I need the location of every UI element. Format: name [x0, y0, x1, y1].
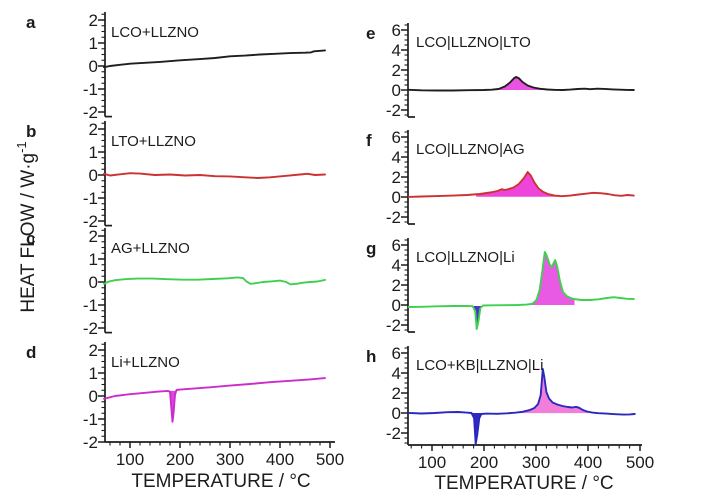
y-tick-label: 0 — [392, 188, 401, 207]
y-tick-label: 1 — [89, 364, 98, 383]
y-axis-title-superscript: -1 — [14, 141, 29, 153]
y-tick-label: 2 — [392, 61, 401, 80]
panel-d: 2 1 0 -1 -2 100 200 300 400 500 d Li+LLZNO — [26, 341, 344, 469]
x-axis-title-left: TEMPERATURE / °C — [131, 471, 310, 492]
y-tick-label: 6 — [392, 236, 401, 255]
x-tick-label: 300 — [522, 453, 550, 472]
panel-c: 2 1 0 -1 -2 c AG+LLZNO — [26, 227, 326, 338]
y-tick-label: -1 — [83, 80, 98, 99]
x-tick-label: 400 — [574, 453, 602, 472]
panel-f-curve — [407, 171, 635, 198]
y-tick-label: 2 — [89, 120, 98, 139]
y-tick-label: -1 — [83, 296, 98, 315]
panel-c-sample-label: AG+LLZNO — [111, 240, 190, 257]
y-tick-label: 0 — [89, 57, 98, 76]
y-tick-label: 6 — [392, 128, 401, 147]
y-tick-label: 2 — [89, 227, 98, 246]
y-tick-label: 6 — [392, 344, 401, 363]
y-tick-label: -2 — [386, 101, 401, 120]
panel-b-curve — [103, 172, 326, 179]
y-tick-label: 0 — [89, 387, 98, 406]
panel-b-sample-label: LTO+LLZNO — [111, 133, 196, 150]
y-tick-label: -1 — [83, 189, 98, 208]
y-tick-label: 2 — [392, 384, 401, 403]
y-tick-label: 0 — [392, 296, 401, 315]
y-axis-title: HEAT FLOW / W·g-1 — [14, 141, 39, 312]
panel-e-sample-label: LCO|LLZNO|LTO — [416, 34, 531, 51]
panel-b: 2 1 0 -1 -2 b LTO+LLZNO — [26, 120, 326, 231]
y-tick-label: 4 — [392, 256, 401, 275]
panel-h-exotherm-fill — [514, 369, 591, 414]
x-tick-label: 200 — [166, 450, 194, 469]
x-tick-label: 400 — [266, 450, 294, 469]
panel-h-curve — [407, 368, 636, 445]
y-tick-label: 4 — [392, 41, 401, 60]
panel-letter-f: f — [366, 131, 372, 150]
panel-letter-d: d — [26, 343, 36, 362]
y-tick-label: 0 — [392, 81, 401, 100]
panel-a: 2 1 0 -1 -2 a LCO+LLZNO — [26, 11, 326, 122]
y-tick-label: 1 — [89, 34, 98, 53]
y-tick-label: 0 — [89, 166, 98, 185]
x-tick-label: 500 — [316, 450, 344, 469]
y-tick-label: 4 — [392, 364, 401, 383]
panel-d-sample-label: Li+LLZNO — [111, 354, 180, 371]
y-tick-label: 6 — [392, 21, 401, 40]
y-tick-label: 2 — [89, 11, 98, 30]
y-tick-label: -2 — [386, 208, 401, 227]
y-tick-label: -2 — [83, 103, 98, 122]
panel-letter-a: a — [26, 13, 36, 32]
panel-c-curve — [103, 276, 326, 286]
y-tick-label: -2 — [386, 424, 401, 443]
panel-d-curve — [103, 377, 326, 423]
panel-letter-e: e — [366, 24, 375, 43]
y-axis-title-main: HEAT FLOW / W·g — [18, 153, 39, 313]
x-tick-label: 100 — [418, 453, 446, 472]
y-tick-label: 4 — [392, 148, 401, 167]
panel-letter-b: b — [26, 122, 36, 141]
panel-e-curve — [407, 76, 635, 92]
panels-group: 2 1 0 -1 -2 a LCO+LLZNO 2 1 0 -1 -2 b LTO+LLZNO 2 1 0 -1 -… — [26, 11, 654, 472]
panel-g-exotherm-fill — [529, 252, 575, 305]
y-tick-label: 2 — [392, 168, 401, 187]
panel-f-sample-label: LCO|LLZNO|AG — [416, 141, 525, 158]
y-tick-label: 0 — [89, 273, 98, 292]
panel-g-curve — [407, 251, 635, 330]
panel-h-sample-label: LCO+KB|LLZNO|Li — [416, 357, 543, 374]
y-tick-label: 2 — [89, 341, 98, 360]
panel-letter-c: c — [26, 229, 35, 248]
panel-letter-h: h — [366, 347, 376, 366]
y-tick-label: 1 — [89, 250, 98, 269]
y-tick-label: 1 — [89, 143, 98, 162]
panel-a-sample-label: LCO+LLZNO — [111, 24, 199, 41]
panel-letter-g: g — [366, 239, 376, 258]
y-tick-label: 0 — [392, 404, 401, 423]
x-tick-label: 500 — [626, 453, 654, 472]
x-tick-label: 200 — [470, 453, 498, 472]
y-tick-label: -2 — [386, 316, 401, 335]
y-tick-label: 2 — [392, 276, 401, 295]
x-tick-label: 100 — [116, 450, 144, 469]
x-axis-title-right: TEMPERATURE / °C — [434, 473, 613, 494]
x-tick-label: 300 — [216, 450, 244, 469]
panel-a-curve — [103, 49, 326, 69]
panel-g-sample-label: LCO|LLZNO|Li — [416, 249, 515, 266]
y-tick-label: -2 — [83, 319, 98, 338]
y-tick-label: -2 — [83, 433, 98, 452]
y-tick-label: -2 — [83, 212, 98, 231]
y-tick-label: -1 — [83, 410, 98, 429]
